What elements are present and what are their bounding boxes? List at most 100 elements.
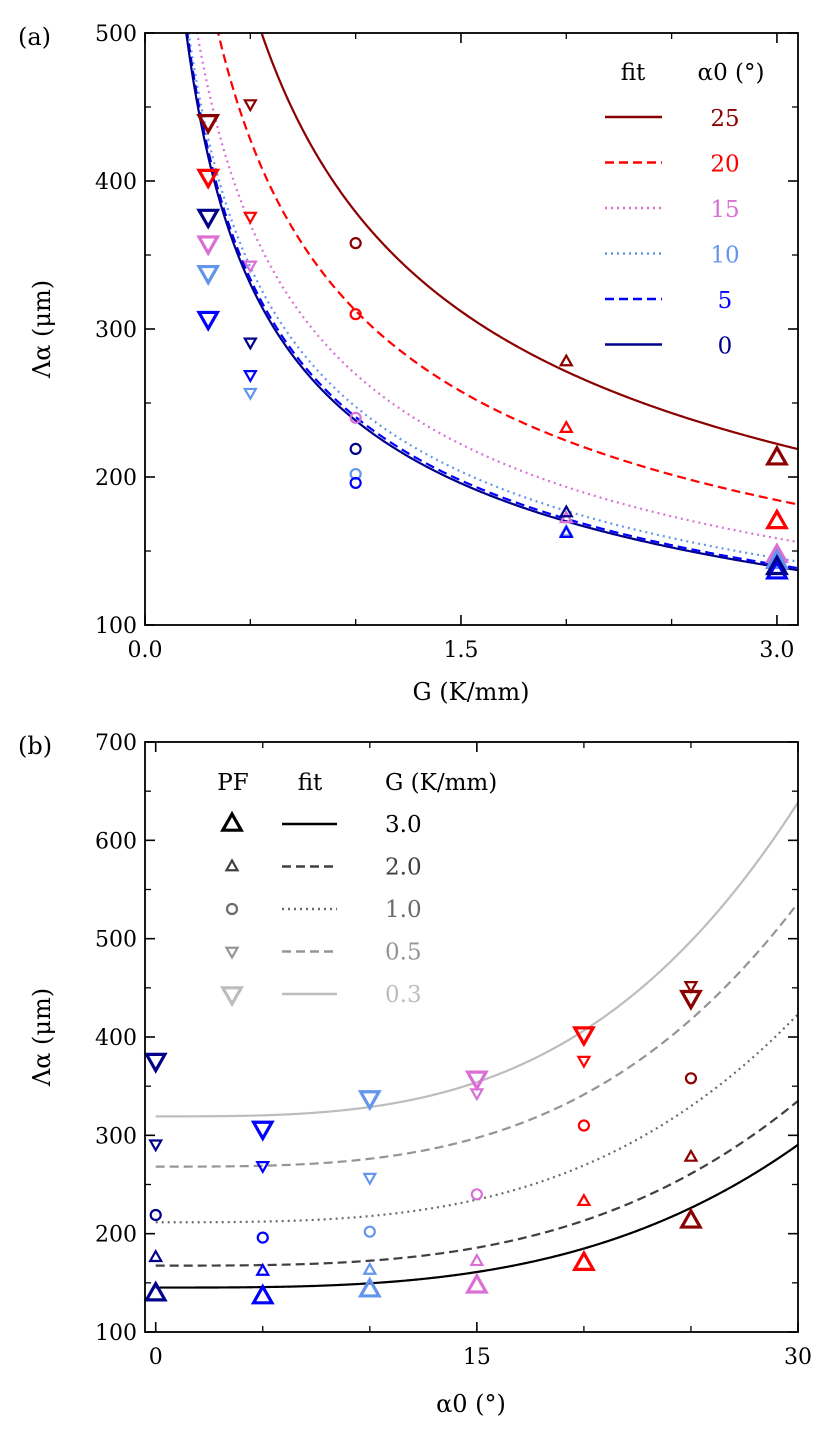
panel-b-legend-label-0.5: 0.5 [385, 940, 422, 966]
panel-b-legend-label-3.0: 3.0 [385, 812, 422, 838]
panel-b-ytick-label-5: 600 [95, 829, 137, 854]
panel-b-legend: PF fit G (K/mm) 3.0 2.0 1.0 0.5 0.3 [217, 770, 497, 1008]
panel-a-point-5-4 [764, 558, 789, 580]
panel-b-legend-header-fit: fit [298, 770, 323, 796]
panel-b-point-1.0-4 [577, 1119, 591, 1132]
panel-b-data-points [143, 981, 703, 1305]
panel-b-ytick-label-3: 400 [95, 1026, 137, 1051]
panel-a-point-25-1 [242, 99, 258, 113]
panel-a-point-5-3 [558, 525, 574, 539]
panel-a-point-0-4 [764, 554, 789, 576]
panel-b-point-0.3-3 [464, 1070, 489, 1092]
panel-b-legend-marker-1.0 [225, 902, 239, 916]
panel-a-point-15-1 [242, 260, 258, 274]
panel-a-point-25-2 [349, 237, 362, 250]
panel-b-point-2.0-2 [362, 1261, 378, 1275]
panel-a-point-20-2 [349, 308, 362, 321]
panel-b-legend-marker-0.5 [224, 946, 240, 960]
panel-b-point-3.0-2 [357, 1276, 382, 1298]
panel-a-fit-line-25 [260, 33, 798, 451]
panel-b-point-3.0-4 [571, 1249, 596, 1271]
panel-a-xtick-label-1: 1.5 [443, 638, 478, 663]
panel-b-fit-curves [155, 801, 798, 1289]
panel-a-point-0-3 [558, 504, 574, 518]
panel-a-xtick-label-0: 0.0 [128, 638, 163, 663]
panel-b-point-1.0-1 [256, 1231, 269, 1244]
panel-b-xtick-label-1: 15 [463, 1345, 491, 1370]
panel-b-point-2.0-3 [469, 1252, 485, 1267]
panel-a-point-25-4 [764, 444, 789, 466]
panel-b-point-1.0-3 [470, 1188, 483, 1201]
panel-a-legend-header-fit: fit [621, 60, 646, 86]
panel-b-legend-label-0.3: 0.3 [385, 982, 422, 1008]
panel-a-point-5-1 [242, 370, 258, 384]
panel-a-point-0-0 [196, 208, 221, 230]
panel-a-point-0-1 [242, 337, 258, 351]
panel-a-ytick-label-2: 300 [95, 318, 137, 343]
panel-b-xtick-label-0: 0 [149, 1345, 163, 1370]
panel-a-ytick-label-3: 400 [95, 170, 137, 195]
panel-b-point-0.3-4 [571, 1026, 596, 1048]
panel-b-point-0.3-0 [143, 1052, 168, 1074]
panel-a-legend-label-25: 25 [710, 106, 739, 132]
panel-a-point-10-2 [349, 467, 362, 481]
panel-b-fit-line-0.3 [155, 801, 798, 1118]
panel-b-point-2.0-0 [148, 1249, 164, 1263]
panel-a-legend-label-15: 15 [710, 197, 739, 223]
panel-a-legend-label-0: 0 [718, 334, 733, 360]
panel-b-point-2.0-1 [255, 1262, 271, 1276]
panel-a-point-10-0 [196, 264, 221, 287]
panel-a-ytick-label-0: 100 [95, 614, 137, 639]
panel-a-fit-line-10 [187, 33, 798, 563]
panel-b-label: (b) [18, 732, 52, 760]
panel-b-chart: 0 15 30 100 200 300 400 500 600 700 (b) α0 (°) Λα… [18, 731, 812, 1418]
panel-a-point-15-2 [349, 411, 362, 424]
panel-a-xtick-label-2: 3.0 [759, 638, 794, 663]
panel-a-fit-curves [185, 33, 798, 572]
panel-b-point-2.0-4 [576, 1192, 592, 1207]
panel-b-point-0.5-5 [683, 981, 699, 995]
panel-b-fit-line-2.0 [155, 1100, 798, 1267]
panel-b-x-axis-label: α0 (°) [436, 1390, 506, 1418]
panel-b-fit-line-0.5 [155, 902, 798, 1168]
panel-b-point-1.0-5 [684, 1072, 698, 1085]
panel-a-y-axis-label: Λα (μm) [28, 280, 56, 379]
panel-b-legend-marker-0.3 [220, 986, 244, 1008]
panel-a-point-20-0 [196, 168, 221, 190]
panel-a-ytick-label-4: 500 [95, 22, 137, 47]
panel-a-fit-line-20 [217, 33, 798, 506]
panel-b-point-0.5-1 [255, 1160, 271, 1175]
panel-a-label: (a) [18, 23, 51, 51]
panel-b-xtick-label-2: 30 [784, 1345, 812, 1370]
panel-a-ytick-label-1: 200 [95, 466, 137, 491]
panel-a-point-5-0 [196, 310, 221, 332]
panel-a-point-10-1 [242, 387, 258, 401]
panel-b-legend-header-g: G (K/mm) [385, 770, 497, 796]
panel-b-ticks: 0 15 30 100 200 300 400 500 600 700 [95, 731, 812, 1370]
panel-b-point-3.0-5 [679, 1207, 703, 1229]
panel-b-ytick-label-4: 500 [95, 928, 137, 953]
panel-a-point-5-2 [349, 476, 362, 490]
panel-a-legend: fit α0 (°) 25 20 15 10 5 0 [605, 60, 764, 360]
panel-a-x-axis-label: G (K/mm) [412, 678, 529, 706]
panel-b-point-0.3-1 [250, 1120, 275, 1142]
panel-b-point-2.0-5 [683, 1148, 699, 1162]
panel-b-legend-header-pf: PF [217, 770, 248, 796]
panel-a-legend-label-5: 5 [718, 288, 733, 314]
panel-b-legend-marker-3.0 [220, 810, 244, 832]
panel-a-point-10-4 [764, 548, 789, 570]
panel-a-point-20-4 [764, 508, 789, 530]
panel-a-fit-line-0 [185, 33, 798, 572]
panel-a-point-0-2 [349, 442, 362, 455]
panel-b-point-0.5-0 [148, 1139, 164, 1153]
panel-a-legend-label-10: 10 [710, 243, 739, 269]
panel-b-y-axis-label: Λα (μm) [28, 988, 56, 1087]
panel-b-fit-line-1.0 [155, 1013, 798, 1224]
panel-a-point-20-3 [558, 419, 574, 433]
panel-a-legend-label-20: 20 [710, 152, 739, 178]
panel-b-point-0.3-2 [357, 1090, 382, 1112]
panel-b-ytick-label-1: 200 [95, 1223, 137, 1248]
